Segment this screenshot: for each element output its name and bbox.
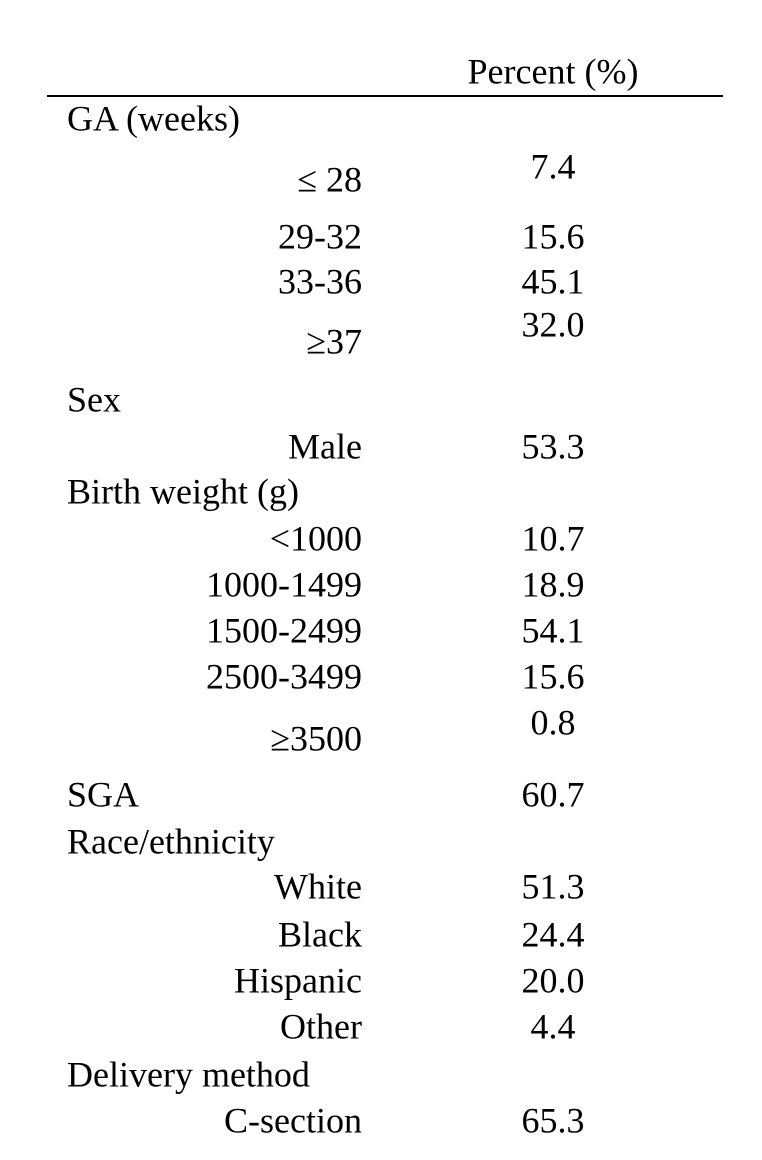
cell-value: 60.7: [522, 774, 585, 814]
row-label: 29-32: [278, 216, 362, 256]
row-label: ≥3500: [270, 718, 362, 758]
section-title: SGA: [67, 774, 139, 814]
row-label: Black: [278, 914, 362, 954]
cell-value: 45.1: [522, 261, 585, 301]
row-label: C-section: [224, 1100, 362, 1140]
cell-value: 4.4: [531, 1006, 576, 1046]
row-label: Male: [288, 426, 362, 466]
cell-value: 53.3: [522, 426, 585, 466]
cell-value: 0.8: [531, 702, 576, 742]
row-label: ≤ 28: [297, 159, 362, 199]
cell-value: 32.0: [522, 304, 585, 344]
row-label: <1000: [270, 518, 362, 558]
cell-value: 20.0: [522, 960, 585, 1000]
cell-value: 54.1: [522, 610, 585, 650]
row-label: White: [274, 866, 362, 906]
cell-value: 18.9: [522, 564, 585, 604]
section-title: Delivery method: [67, 1054, 310, 1094]
section-title: Sex: [67, 379, 121, 419]
cell-value: 15.6: [522, 216, 585, 256]
row-label: 1500-2499: [206, 610, 362, 650]
section-title: Race/ethnicity: [67, 821, 275, 861]
row-label: Other: [280, 1006, 362, 1046]
row-label: 2500-3499: [206, 656, 362, 696]
cell-value: 15.6: [522, 656, 585, 696]
row-label: 33-36: [278, 261, 362, 301]
row-label: 1000-1499: [206, 564, 362, 604]
column-header: Percent (%): [468, 51, 639, 91]
cell-value: 7.4: [531, 146, 576, 186]
row-label: Hispanic: [234, 960, 362, 1000]
cell-value: 51.3: [522, 866, 585, 906]
cell-value: 65.3: [522, 1100, 585, 1140]
section-title: GA (weeks): [67, 98, 240, 138]
section-title: Birth weight (g): [67, 471, 299, 511]
cell-value: 24.4: [522, 914, 585, 954]
cell-value: 10.7: [522, 518, 585, 558]
row-label: ≥37: [306, 321, 362, 361]
